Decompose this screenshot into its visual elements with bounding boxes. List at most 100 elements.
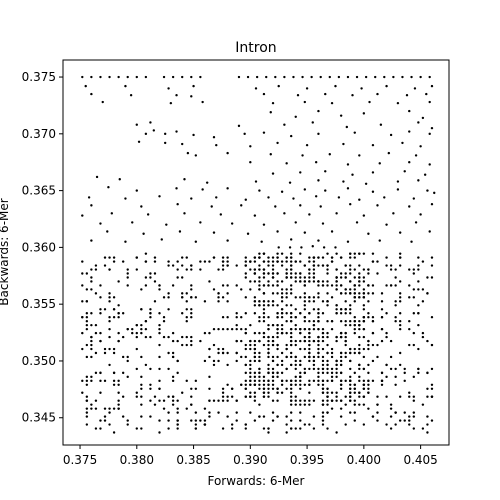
data-point	[208, 415, 211, 418]
data-point	[280, 327, 284, 331]
data-point	[335, 212, 338, 215]
data-point	[244, 312, 247, 315]
data-point	[349, 387, 352, 390]
data-point	[262, 223, 266, 226]
data-point	[335, 431, 338, 434]
data-point	[249, 367, 252, 371]
data-point	[428, 75, 431, 79]
data-point	[294, 367, 297, 371]
data-point	[176, 260, 179, 263]
data-point	[330, 399, 334, 402]
data-point	[103, 264, 107, 267]
data-point	[135, 367, 138, 371]
data-point	[308, 391, 311, 394]
data-point	[376, 419, 379, 422]
data-point	[99, 379, 102, 383]
data-point	[221, 427, 225, 430]
data-point	[249, 379, 252, 383]
data-point	[317, 335, 320, 339]
data-point	[149, 335, 152, 339]
data-point	[289, 343, 293, 347]
data-point	[162, 407, 166, 410]
data-point	[131, 331, 134, 335]
data-point	[276, 256, 279, 259]
data-point	[321, 419, 325, 422]
data-point	[300, 246, 303, 249]
data-point	[349, 359, 352, 363]
data-point	[326, 343, 329, 347]
data-point	[289, 351, 293, 355]
data-point	[267, 431, 270, 434]
data-point	[194, 411, 198, 414]
data-point	[339, 387, 343, 390]
data-point	[426, 292, 429, 295]
data-point	[349, 252, 352, 255]
data-point	[294, 280, 297, 283]
data-point	[299, 312, 302, 315]
data-point	[326, 427, 329, 430]
data-point	[299, 375, 302, 379]
data-point	[294, 383, 297, 387]
data-point	[271, 264, 275, 267]
data-point	[351, 173, 354, 176]
data-point	[94, 371, 98, 375]
data-point	[389, 355, 393, 359]
data-point	[124, 84, 127, 88]
data-point	[308, 272, 311, 275]
data-point	[349, 268, 352, 271]
data-point	[371, 260, 375, 263]
data-point	[271, 419, 275, 422]
data-point	[433, 191, 436, 195]
data-point	[394, 367, 397, 371]
data-point	[244, 387, 247, 390]
data-point	[385, 395, 388, 398]
data-point	[385, 264, 388, 267]
data-point	[267, 427, 270, 430]
data-point	[285, 296, 288, 299]
data-point	[285, 387, 288, 390]
data-point	[194, 427, 198, 430]
data-point	[212, 327, 216, 331]
data-point	[299, 327, 302, 331]
data-point	[277, 84, 280, 88]
data-point	[349, 367, 352, 371]
data-point	[258, 351, 261, 355]
data-point	[81, 300, 84, 303]
data-point	[178, 230, 182, 233]
data-point	[253, 260, 257, 263]
data-point	[103, 308, 107, 311]
data-point	[353, 288, 356, 291]
data-point	[353, 399, 356, 402]
data-point	[408, 415, 411, 418]
data-point	[171, 399, 175, 402]
data-point	[258, 264, 261, 267]
data-point	[335, 395, 338, 398]
data-point	[317, 132, 320, 136]
data-point	[81, 284, 84, 287]
data-point	[240, 204, 243, 207]
data-point	[289, 419, 293, 422]
data-point	[226, 351, 229, 355]
data-point	[283, 75, 286, 79]
data-point	[267, 327, 270, 331]
data-point	[426, 431, 429, 434]
data-point	[430, 419, 434, 422]
data-point	[253, 395, 257, 398]
data-point	[267, 343, 270, 347]
data-point	[276, 391, 279, 394]
data-point	[99, 391, 102, 394]
data-point	[221, 260, 225, 263]
data-point	[81, 272, 84, 275]
data-point	[258, 339, 261, 343]
data-point	[190, 284, 193, 287]
data-point	[285, 331, 288, 335]
data-point	[321, 256, 325, 259]
data-point	[126, 423, 129, 426]
data-point	[358, 379, 361, 383]
data-point	[276, 312, 279, 315]
data-point	[339, 351, 343, 355]
data-point	[314, 195, 318, 198]
data-point	[212, 231, 216, 234]
data-point	[185, 300, 188, 303]
data-point	[430, 316, 434, 319]
